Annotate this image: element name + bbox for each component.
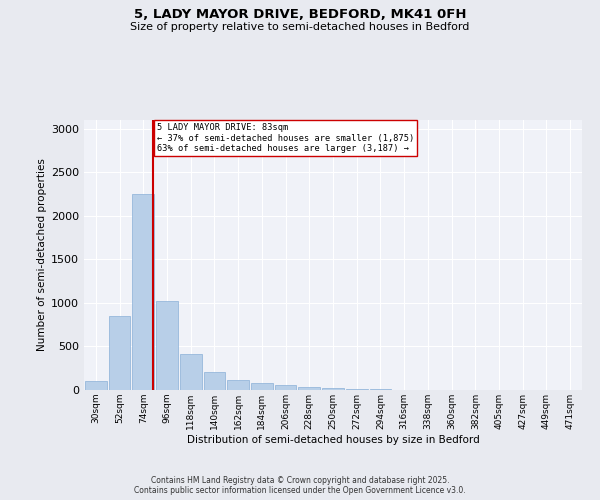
Bar	[227, 380, 249, 390]
Bar	[275, 385, 296, 390]
Bar	[85, 382, 107, 390]
Bar	[298, 386, 320, 390]
Text: 5, LADY MAYOR DRIVE, BEDFORD, MK41 0FH: 5, LADY MAYOR DRIVE, BEDFORD, MK41 0FH	[134, 8, 466, 20]
Bar	[322, 388, 344, 390]
Bar	[180, 354, 202, 390]
Bar	[133, 194, 154, 390]
Text: 5 LADY MAYOR DRIVE: 83sqm
← 37% of semi-detached houses are smaller (1,875)
63% : 5 LADY MAYOR DRIVE: 83sqm ← 37% of semi-…	[157, 124, 414, 154]
Text: Size of property relative to semi-detached houses in Bedford: Size of property relative to semi-detach…	[130, 22, 470, 32]
Bar	[251, 383, 273, 390]
Bar	[346, 388, 368, 390]
Bar	[109, 316, 130, 390]
Bar	[203, 372, 226, 390]
Text: Contains HM Land Registry data © Crown copyright and database right 2025.
Contai: Contains HM Land Registry data © Crown c…	[134, 476, 466, 495]
Bar	[156, 301, 178, 390]
X-axis label: Distribution of semi-detached houses by size in Bedford: Distribution of semi-detached houses by …	[187, 434, 479, 444]
Y-axis label: Number of semi-detached properties: Number of semi-detached properties	[37, 158, 47, 352]
Bar	[370, 389, 391, 390]
